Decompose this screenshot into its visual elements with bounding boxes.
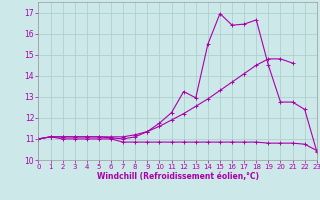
X-axis label: Windchill (Refroidissement éolien,°C): Windchill (Refroidissement éolien,°C): [97, 172, 259, 181]
